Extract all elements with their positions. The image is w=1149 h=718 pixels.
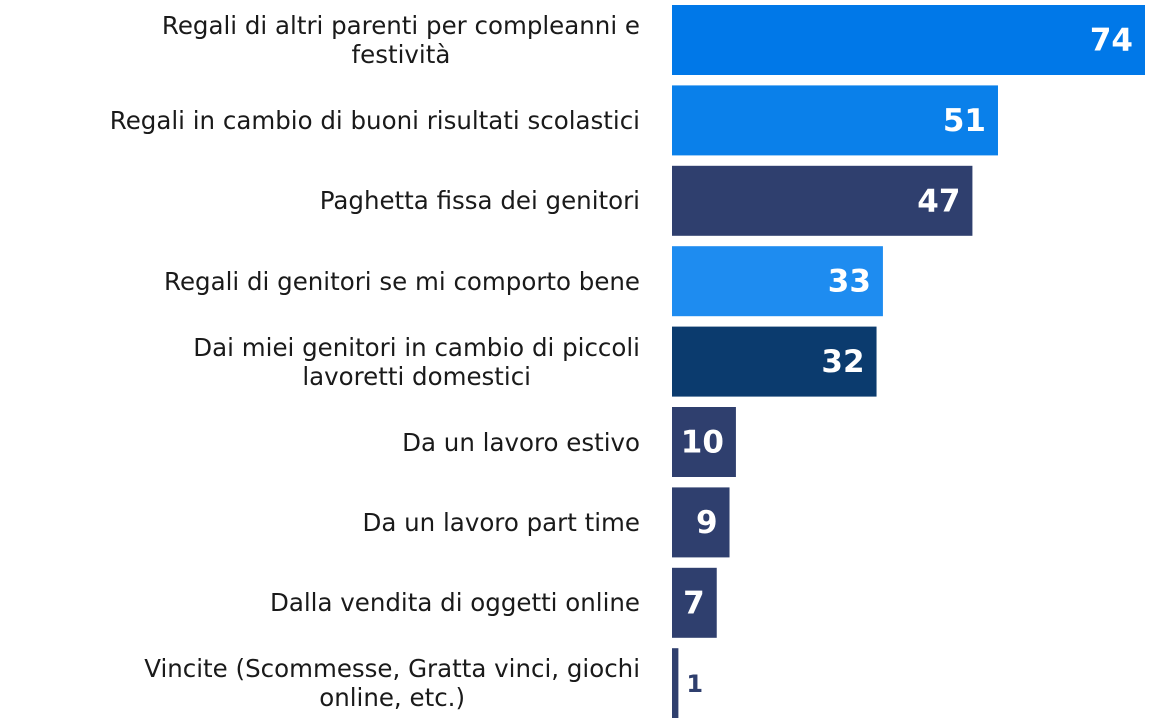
- value-label: 1: [686, 670, 703, 698]
- bar: [672, 567, 717, 638]
- category-label: Da un lavoro part time: [0, 508, 640, 537]
- category-text: Regali di altri parenti per compleanni e…: [161, 11, 640, 69]
- bar: [672, 326, 877, 397]
- bar: [672, 246, 883, 317]
- category-text: Da un lavoro part time: [362, 507, 640, 537]
- value-label: 51: [943, 103, 986, 139]
- category-label: Dai miei genitori in cambio di piccoli l…: [0, 333, 640, 391]
- value-label: 9: [696, 505, 718, 541]
- value-label: 47: [917, 183, 960, 219]
- category-text: Vincite (Scommesse, Gratta vinci, giochi…: [144, 654, 640, 713]
- bar: [672, 648, 679, 718]
- category-text: Da un lavoro estivo: [402, 427, 640, 457]
- value-label: 33: [828, 264, 871, 300]
- category-label: Regali di altri parenti per compleanni e…: [0, 11, 640, 69]
- category-label: Regali di genitori se mi comporto bene: [0, 267, 640, 296]
- bar: [672, 5, 1145, 75]
- value-label: 32: [821, 344, 864, 380]
- category-text: Regali di genitori se mi comporto bene: [164, 266, 640, 296]
- bar: [672, 165, 973, 236]
- category-text: Dai miei genitori in cambio di piccoli l…: [193, 332, 640, 391]
- category-text: Regali in cambio di buoni risultati scol…: [109, 105, 640, 135]
- category-label: Vincite (Scommesse, Gratta vinci, giochi…: [0, 654, 640, 712]
- category-label: Da un lavoro estivo: [0, 428, 640, 457]
- bar: [672, 85, 998, 156]
- category-label: Paghetta fissa dei genitori: [0, 186, 640, 215]
- category-text: Paghetta fissa dei genitori: [319, 186, 640, 216]
- category-text: Dalla vendita di oggetti online: [269, 588, 640, 618]
- bar: [672, 487, 730, 558]
- value-label: 10: [681, 425, 724, 461]
- value-label: 74: [1090, 23, 1133, 59]
- value-label: 7: [683, 585, 705, 621]
- category-label: Regali in cambio di buoni risultati scol…: [0, 106, 640, 135]
- category-label: Dalla vendita di oggetti online: [0, 588, 640, 617]
- bar: [672, 407, 736, 477]
